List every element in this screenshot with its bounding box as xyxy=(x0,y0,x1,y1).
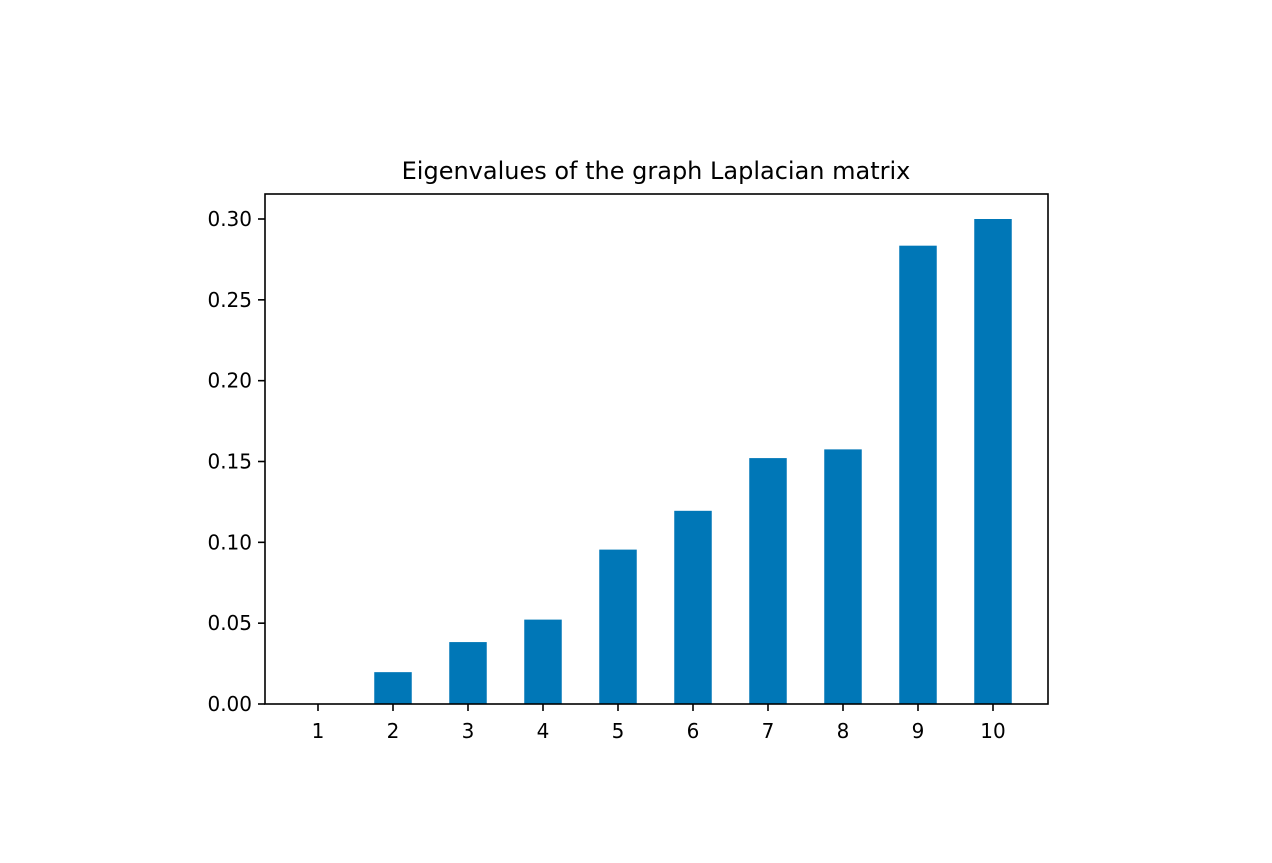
x-tick-label: 6 xyxy=(687,719,700,743)
x-tick-label: 3 xyxy=(462,719,475,743)
y-tick-label: 0.25 xyxy=(207,288,252,312)
y-tick-label: 0.20 xyxy=(207,369,252,393)
y-tick-label: 0.30 xyxy=(207,207,252,231)
y-tick-label: 0.15 xyxy=(207,450,252,474)
y-tick-label: 0.00 xyxy=(207,692,252,716)
x-tick-label: 4 xyxy=(537,719,550,743)
y-axis: 0.00 0.05 0.10 0.15 0.20 0.25 0.30 xyxy=(207,207,265,716)
bar-7 xyxy=(749,458,787,704)
bars-layer xyxy=(374,219,1012,705)
bar-3 xyxy=(449,642,487,704)
chart-title: Eigenvalues of the graph Laplacian matri… xyxy=(402,157,911,185)
bar-9 xyxy=(899,245,937,704)
bar-10 xyxy=(974,219,1012,704)
bar-2 xyxy=(374,672,412,704)
x-tick-label: 10 xyxy=(980,719,1005,743)
x-tick-label: 7 xyxy=(762,719,775,743)
plot-frame xyxy=(264,193,1049,705)
bar-5 xyxy=(599,549,637,704)
x-tick-label: 9 xyxy=(912,719,925,743)
x-tick-label: 5 xyxy=(612,719,625,743)
bar-4 xyxy=(524,619,562,704)
x-axis: 1 2 3 4 5 6 7 8 9 10 xyxy=(312,704,1006,743)
bar-6 xyxy=(674,510,712,704)
y-tick-label: 0.05 xyxy=(207,611,252,635)
bar-8 xyxy=(824,449,862,705)
x-tick-label: 8 xyxy=(837,719,850,743)
y-tick-label: 0.10 xyxy=(207,530,252,554)
x-tick-label: 1 xyxy=(312,719,325,743)
x-tick-label: 2 xyxy=(387,719,400,743)
